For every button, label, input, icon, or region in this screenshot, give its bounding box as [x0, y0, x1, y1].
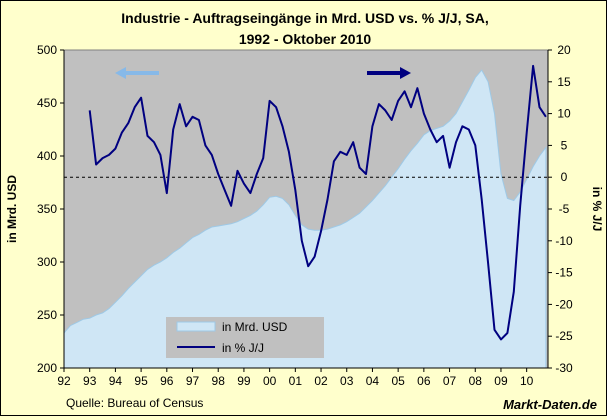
- right-axis-arrow: [367, 67, 411, 79]
- x-tick-label: 93: [83, 374, 97, 388]
- legend-area-swatch: [176, 321, 216, 332]
- left-axis-arrow: [115, 67, 159, 79]
- y-right-tick-label: -25: [555, 329, 573, 343]
- y-right-tick-label: 10: [557, 107, 571, 121]
- y-left-tick-label: 450: [37, 96, 57, 110]
- x-tick-label: 99: [237, 374, 251, 388]
- x-tick-label: 01: [289, 374, 303, 388]
- y-left-tick-label: 350: [37, 202, 57, 216]
- x-tick-label: 05: [391, 374, 405, 388]
- legend-label-area: in Mrd. USD: [222, 320, 288, 334]
- chart-title-line2: 1992 - Oktober 2010: [239, 31, 372, 47]
- legend: in Mrd. USD in % J/J: [166, 317, 324, 358]
- y-right-tick-label: -30: [555, 361, 573, 375]
- y-right-tick-label: 20: [557, 43, 571, 57]
- chart-title-line1: Industrie - Auftragseingänge in Mrd. USD…: [121, 10, 488, 26]
- series-line-pct-yoy: [88, 64, 547, 341]
- y-right-tick-label: 0: [561, 170, 568, 184]
- y-right-tick-label: -15: [555, 266, 573, 280]
- x-tick-label: 00: [263, 374, 277, 388]
- x-tick-label: 98: [212, 374, 226, 388]
- x-tick-label: 04: [366, 374, 380, 388]
- x-tick-label: 02: [314, 374, 328, 388]
- y-right-tick-label: -5: [559, 202, 570, 216]
- legend-label-line: in % J/J: [222, 341, 264, 355]
- y-left-tick-label: 400: [37, 149, 57, 163]
- series-area-mrd-usd: [63, 69, 547, 369]
- y-left-tick-label: 300: [37, 255, 57, 269]
- y-axis-left-label: in Mrd. USD: [5, 175, 19, 243]
- y-right-tick-label: 5: [561, 138, 568, 152]
- x-tick-label: 07: [443, 374, 457, 388]
- x-tick-label: 94: [109, 374, 123, 388]
- x-tick-label: 95: [134, 374, 148, 388]
- y-right-tick-label: -20: [555, 297, 573, 311]
- x-tick-label: 03: [340, 374, 354, 388]
- brand-label: Markt-Daten.de: [503, 397, 597, 412]
- y-right-tick-label: 15: [557, 75, 571, 89]
- y-axis-right-label: in % J/J: [590, 187, 604, 232]
- y-left-tick-label: 200: [37, 361, 57, 375]
- y-right-tick-label: -10: [555, 234, 573, 248]
- x-tick-label: 92: [57, 374, 71, 388]
- x-tick-label: 96: [160, 374, 174, 388]
- source-note: Quelle: Bureau of Census: [66, 396, 203, 410]
- x-tick-label: 08: [469, 374, 483, 388]
- x-tick-label: 97: [186, 374, 200, 388]
- y-left-tick-label: 250: [37, 308, 57, 322]
- x-tick-label: 09: [494, 374, 508, 388]
- x-tick-label: 10: [520, 374, 534, 388]
- y-left-tick-label: 500: [37, 43, 57, 57]
- x-tick-label: 06: [417, 374, 431, 388]
